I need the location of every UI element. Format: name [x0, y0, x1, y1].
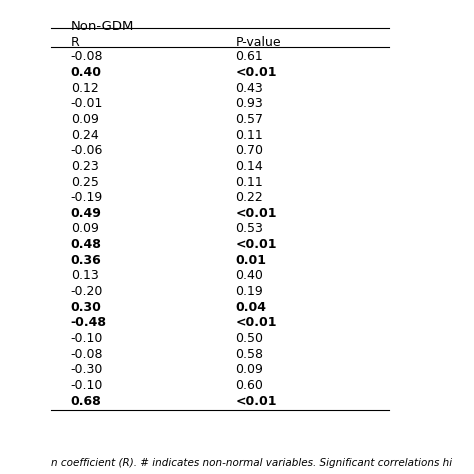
Text: 0.19: 0.19	[236, 285, 263, 298]
Text: 0.57: 0.57	[236, 113, 264, 126]
Text: 0.61: 0.61	[236, 50, 263, 64]
Text: -0.10: -0.10	[71, 379, 103, 392]
Text: 0.09: 0.09	[71, 222, 99, 236]
Text: 0.68: 0.68	[71, 394, 101, 408]
Text: <0.01: <0.01	[236, 238, 277, 251]
Text: 0.40: 0.40	[236, 269, 264, 283]
Text: 0.09: 0.09	[71, 113, 99, 126]
Text: <0.01: <0.01	[236, 207, 277, 220]
Text: 0.40: 0.40	[71, 66, 101, 79]
Text: 0.43: 0.43	[236, 82, 263, 95]
Text: 0.22: 0.22	[236, 191, 263, 204]
Text: 0.04: 0.04	[236, 301, 266, 314]
Text: 0.09: 0.09	[236, 363, 264, 376]
Text: Non-GDM: Non-GDM	[71, 20, 134, 33]
Text: <0.01: <0.01	[236, 316, 277, 329]
Text: 0.49: 0.49	[71, 207, 101, 220]
Text: <0.01: <0.01	[236, 66, 277, 79]
Text: 0.36: 0.36	[71, 254, 101, 267]
Text: 0.11: 0.11	[236, 175, 263, 189]
Text: 0.14: 0.14	[236, 160, 263, 173]
Text: 0.58: 0.58	[236, 347, 264, 361]
Text: 0.70: 0.70	[236, 144, 264, 157]
Text: -0.01: -0.01	[71, 97, 103, 110]
Text: P-value: P-value	[236, 36, 281, 48]
Text: 0.13: 0.13	[71, 269, 99, 283]
Text: 0.30: 0.30	[71, 301, 101, 314]
Text: 0.11: 0.11	[236, 128, 263, 142]
Text: -0.30: -0.30	[71, 363, 103, 376]
Text: -0.19: -0.19	[71, 191, 103, 204]
Text: R: R	[71, 36, 79, 48]
Text: -0.20: -0.20	[71, 285, 103, 298]
Text: n coefficient (R). # indicates non-normal variables. Significant correlations hi: n coefficient (R). # indicates non-norma…	[51, 458, 452, 468]
Text: 0.60: 0.60	[236, 379, 264, 392]
Text: -0.08: -0.08	[71, 347, 103, 361]
Text: 0.24: 0.24	[71, 128, 99, 142]
Text: 0.50: 0.50	[236, 332, 264, 345]
Text: -0.08: -0.08	[71, 50, 103, 64]
Text: 0.23: 0.23	[71, 160, 99, 173]
Text: <0.01: <0.01	[236, 394, 277, 408]
Text: 0.01: 0.01	[236, 254, 266, 267]
Text: -0.10: -0.10	[71, 332, 103, 345]
Text: 0.93: 0.93	[236, 97, 263, 110]
Text: -0.06: -0.06	[71, 144, 103, 157]
Text: 0.25: 0.25	[71, 175, 99, 189]
Text: -0.48: -0.48	[71, 316, 107, 329]
Text: 0.53: 0.53	[236, 222, 264, 236]
Text: 0.48: 0.48	[71, 238, 101, 251]
Text: 0.12: 0.12	[71, 82, 99, 95]
